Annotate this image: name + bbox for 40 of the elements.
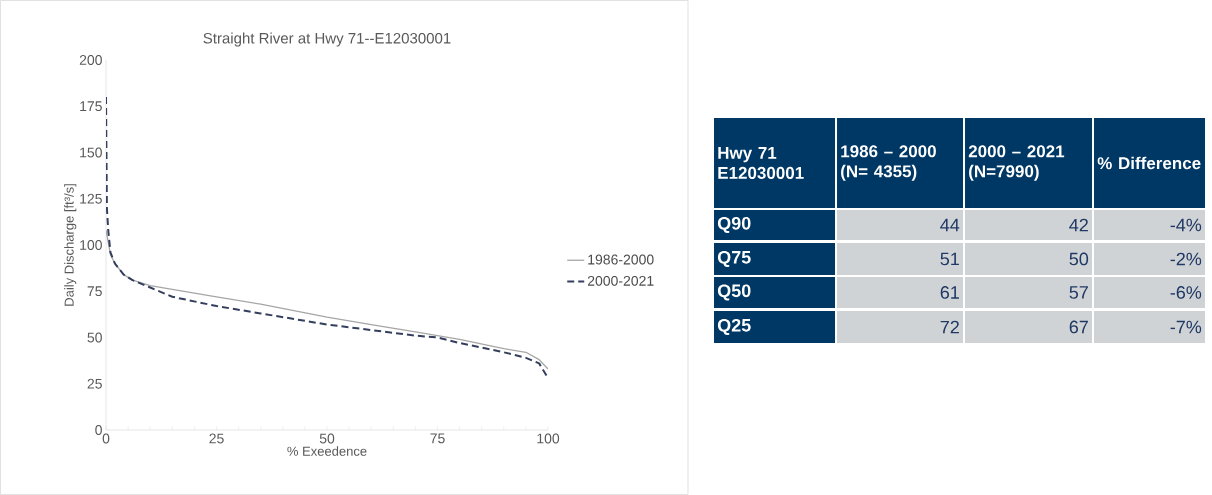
x-tick-label: 0	[102, 433, 110, 444]
y-tick-label: 175	[80, 101, 102, 112]
category-label: 1986 – 2000 (N= 4355)	[841, 145, 936, 181]
category-label: Q25	[717, 318, 751, 336]
y-tick-label: 50	[87, 332, 102, 343]
category-label: 2000 – 2021 (N=7990)	[968, 145, 1065, 181]
x-tick-label: 100	[537, 433, 560, 444]
x-axis-title: % Exeedence	[287, 446, 367, 456]
x-tick-label: 75	[430, 433, 445, 444]
text: -6%	[1170, 286, 1202, 299]
text: -7%	[1170, 320, 1202, 334]
line-series	[106, 229, 549, 370]
legend-label: 1986-2000	[588, 254, 654, 265]
text: 42	[1069, 218, 1088, 232]
y-tick-label: 200	[79, 55, 102, 65]
y-tick-label: 100	[80, 240, 102, 250]
category-label: Q75	[717, 250, 751, 268]
legend-label: 2000-2021	[587, 275, 654, 286]
y-tick-label: 75	[87, 286, 102, 297]
text: 57	[1069, 286, 1088, 299]
text: 67	[1069, 320, 1088, 334]
text: -2%	[1170, 252, 1202, 266]
text: 72	[940, 320, 959, 334]
text: 50	[1069, 252, 1089, 266]
text: Hwy 71 E12030001	[718, 147, 804, 179]
y-tick-label: 125	[80, 193, 102, 204]
x-tick-label: 25	[209, 433, 224, 444]
y-tick-label: 0	[95, 425, 102, 435]
category-label: % Difference	[1097, 156, 1201, 170]
y-tick-label: 150	[80, 147, 102, 158]
category-label: Q90	[717, 216, 751, 234]
y-axis-title: Daily Discharge [ft³/s]	[64, 184, 77, 306]
text: 61	[940, 286, 959, 299]
text: -4%	[1170, 218, 1202, 232]
x-tick-label: 50	[319, 433, 335, 444]
y-tick-label: 25	[87, 378, 102, 389]
category-label: Q50	[717, 284, 751, 301]
chart-title: Straight River at Hwy 71--E12030001	[203, 32, 451, 47]
text: 44	[940, 218, 960, 232]
text: 51	[940, 252, 959, 266]
